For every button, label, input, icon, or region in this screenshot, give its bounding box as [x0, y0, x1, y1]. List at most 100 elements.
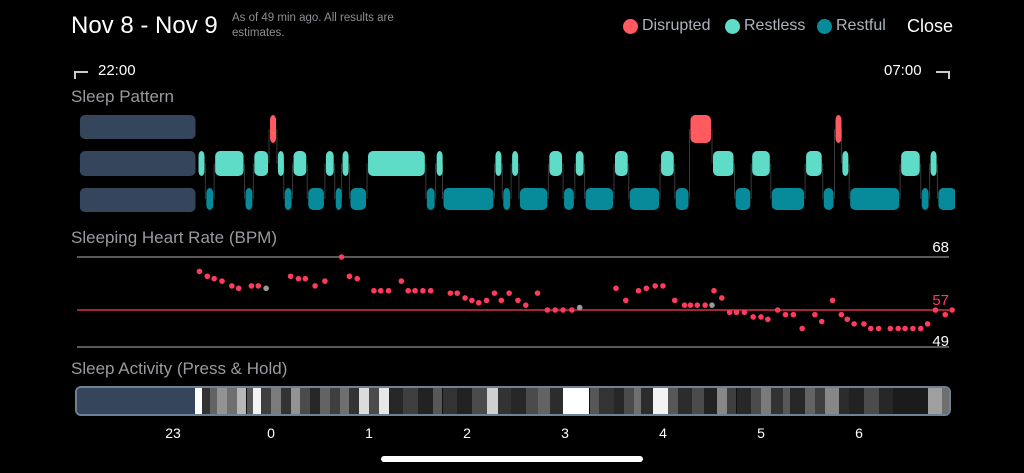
range-end-time: 07:00	[884, 62, 922, 79]
activity-segment	[563, 388, 590, 414]
activity-segment	[210, 388, 218, 414]
hr-point	[475, 299, 482, 306]
activity-segment	[339, 388, 350, 414]
activity-segment	[388, 388, 404, 414]
hr-point	[322, 278, 328, 284]
hr-point	[544, 307, 551, 313]
activity-segment	[320, 388, 330, 414]
activity-segment	[290, 388, 301, 414]
hr-point	[560, 307, 566, 313]
hr-point	[255, 283, 262, 289]
hr-avg-label: 57	[932, 292, 949, 309]
hr-point	[302, 275, 309, 282]
sleep-segment-restless	[615, 151, 628, 176]
hr-point	[851, 321, 857, 327]
hr-point	[469, 297, 475, 304]
hr-point	[534, 290, 541, 296]
activity-segment	[893, 388, 928, 414]
activity-segment	[878, 388, 894, 414]
hr-point	[613, 285, 619, 292]
sleep-segment-restless	[806, 151, 822, 176]
time-tick-label: 23	[165, 425, 181, 441]
legend-disrupted-label: Disrupted	[642, 17, 711, 34]
legend-restful-label: Restful	[836, 17, 886, 34]
hr-point	[338, 254, 345, 260]
sleep-segment-restful	[245, 188, 253, 210]
hr-point	[204, 273, 211, 280]
activity-segment	[633, 388, 642, 414]
hr-point	[867, 325, 874, 332]
legend-restless: Restless	[725, 17, 805, 35]
hr-point	[523, 302, 529, 308]
activity-segment	[202, 388, 211, 414]
close-button[interactable]: Close	[907, 16, 954, 36]
hr-point	[295, 275, 302, 282]
activity-awake-block	[77, 388, 197, 414]
hr-point	[726, 309, 733, 316]
hr-point	[427, 287, 434, 294]
sleep-segment-restful	[771, 188, 805, 210]
hr-point	[346, 273, 353, 280]
activity-segment	[511, 388, 526, 414]
hr-point	[694, 302, 701, 308]
hr-point	[711, 287, 717, 294]
activity-segment	[824, 388, 840, 414]
hr-point	[219, 278, 225, 284]
hr-point	[799, 325, 805, 332]
activity-segment	[525, 388, 538, 414]
activity-segment	[236, 388, 247, 414]
range-start-bracket-icon	[74, 71, 88, 79]
activity-segment	[614, 388, 624, 414]
activity-segment	[849, 388, 864, 414]
activity-segment	[790, 388, 806, 414]
activity-segment	[369, 388, 379, 414]
hr-point	[758, 314, 764, 320]
hr-point	[622, 297, 629, 304]
sleep-segment-restful	[850, 188, 900, 210]
sleep-pattern-chart[interactable]	[70, 108, 955, 218]
heart-rate-chart[interactable]: 68 57 49	[70, 238, 955, 356]
activity-segment	[716, 388, 727, 414]
sleep-segment-restless	[752, 151, 770, 176]
activity-segment	[677, 388, 693, 414]
sleep-segment-restful	[585, 188, 613, 210]
hr-point	[838, 311, 845, 318]
hr-point	[498, 297, 505, 304]
activity-segment	[736, 388, 752, 414]
time-tick-label: 1	[365, 425, 373, 441]
sleep-segment-restless	[713, 151, 734, 176]
legend-restful: Restful	[817, 17, 886, 35]
hr-point	[818, 318, 825, 325]
hr-point	[506, 290, 512, 296]
hr-point	[552, 307, 558, 313]
hr-point	[371, 287, 377, 294]
activity-segment	[378, 388, 389, 414]
activity-segment	[623, 388, 634, 414]
sleep-segment-restless	[436, 151, 443, 176]
hr-point	[829, 297, 836, 304]
hr-point	[235, 285, 242, 292]
hr-point	[196, 268, 203, 275]
home-indicator[interactable]	[381, 456, 643, 462]
hr-point	[702, 302, 708, 308]
hr-point	[782, 311, 789, 318]
estimate-note: As of 49 min ago. All results are estima…	[232, 12, 394, 39]
activity-segment	[471, 388, 487, 414]
activity-segment	[418, 388, 433, 414]
hr-point	[741, 309, 748, 316]
awake-placeholder-bar	[79, 115, 196, 139]
hr-point	[861, 321, 867, 327]
disrupted-dot-icon	[623, 18, 638, 34]
sleep-segment-restful	[308, 188, 324, 210]
hr-point	[229, 283, 235, 289]
sleep-activity-strip[interactable]	[75, 386, 951, 416]
hr-point	[454, 290, 461, 296]
hr-point	[405, 287, 412, 294]
hr-point	[949, 307, 955, 313]
sleep-segment-restful	[206, 188, 214, 210]
sleep-segment-restful	[284, 188, 292, 210]
activity-segment	[550, 388, 564, 414]
hr-point	[681, 302, 688, 308]
sleep-segment-restful	[426, 188, 435, 210]
hr-point	[917, 325, 924, 332]
